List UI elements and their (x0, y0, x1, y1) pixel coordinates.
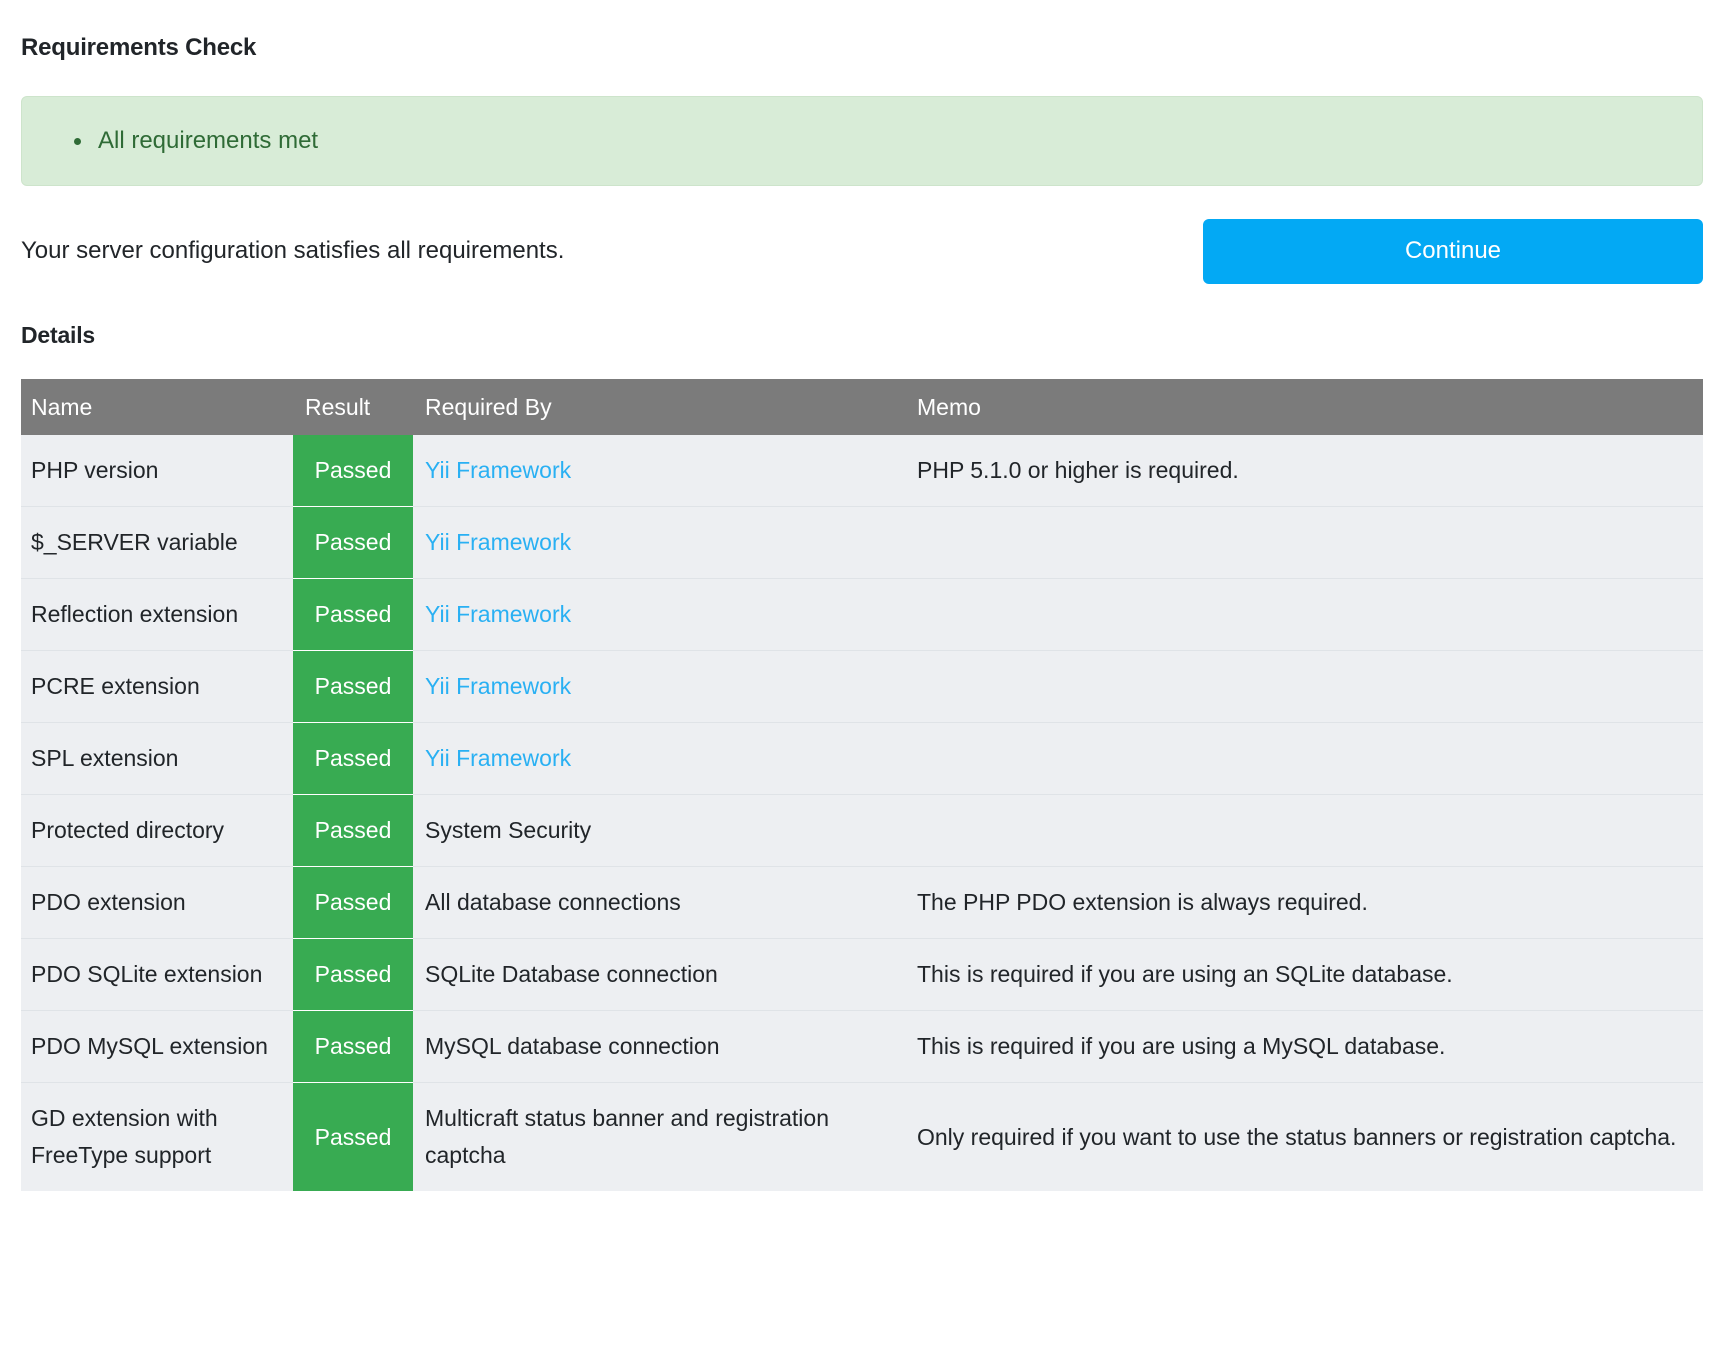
required-by-link[interactable]: Yii Framework (425, 745, 572, 771)
status-badge: Passed (314, 601, 392, 627)
summary-text: Your server configuration satisfies all … (21, 237, 565, 264)
column-header-name: Name (21, 379, 293, 435)
cell-result: Passed (293, 506, 413, 579)
cell-requirement-name: $_SERVER variable (21, 506, 293, 579)
required-by-link[interactable]: Yii Framework (425, 601, 572, 627)
status-badge: Passed (314, 1123, 392, 1150)
cell-result: Passed (293, 794, 413, 867)
cell-result: Passed (293, 1010, 413, 1083)
table-row: Protected directory Passed System Security (21, 794, 1703, 867)
alert-message-item: All requirements met (73, 127, 319, 154)
cell-required-by: Yii Framework (413, 650, 903, 723)
column-header-result: Result (293, 379, 413, 435)
required-by-link[interactable]: Yii Framework (425, 673, 572, 699)
table-row: PHP version Passed Yii Framework PHP 5.1.0 … (21, 435, 1703, 507)
status-badge: Passed (314, 529, 392, 555)
table-row: PDO MySQL extension Passed MySQL database … (21, 1010, 1703, 1083)
cell-memo (903, 794, 1703, 867)
required-by-link[interactable]: Yii Framework (425, 529, 572, 555)
cell-result: Passed (293, 435, 413, 507)
cell-requirement-name: PDO MySQL extension (21, 1010, 293, 1083)
cell-required-by: MySQL database connection (413, 1010, 903, 1083)
cell-result: Passed (293, 650, 413, 723)
cell-memo (903, 650, 1703, 723)
table-row: PDO SQLite extension Passed SQLite Databas… (21, 938, 1703, 1011)
cell-required-by: Yii Framework (413, 722, 903, 795)
column-header-memo: Memo (903, 379, 1703, 435)
status-badge: Passed (314, 817, 392, 843)
status-badge: Passed (314, 745, 392, 771)
table-row: PCRE extension Passed Yii Framework (21, 650, 1703, 723)
cell-requirement-name: GD extension with FreeType support (21, 1082, 293, 1191)
cell-memo: This is required if you are using a MySQ… (903, 1010, 1703, 1083)
table-row: GD extension with FreeType support Passed… (21, 1082, 1703, 1191)
continue-button[interactable]: Continue (1203, 218, 1703, 284)
cell-result: Passed (293, 722, 413, 795)
status-badge: Passed (314, 457, 392, 483)
cell-result: Passed (293, 1082, 413, 1191)
cell-memo: Only required if you want to use the sta… (903, 1082, 1703, 1191)
cell-result: Passed (293, 938, 413, 1011)
requirements-status-alert: All requirements met (21, 96, 1703, 186)
cell-requirement-name: Protected directory (21, 794, 293, 867)
cell-required-by: System Security (413, 794, 903, 867)
table-row: $_SERVER variable Passed Yii Framework (21, 506, 1703, 579)
cell-memo (903, 578, 1703, 651)
cell-memo: PHP 5.1.0 or higher is required. (903, 435, 1703, 507)
summary-row: Your server configuration satisfies all … (21, 216, 1703, 286)
cell-result: Passed (293, 866, 413, 939)
table-row: PDO extension Passed All database connecti… (21, 866, 1703, 939)
cell-memo: The PHP PDO extension is always required… (903, 866, 1703, 939)
status-badge: Passed (314, 1033, 392, 1059)
cell-required-by: Yii Framework (413, 578, 903, 651)
table-body: PHP version Passed Yii Framework PHP 5.1.0 … (21, 435, 1703, 1191)
cell-requirement-name: PDO SQLite extension (21, 938, 293, 1011)
status-badge: Passed (314, 961, 392, 987)
table-header-row: Name Result Required By Memo (21, 379, 1703, 435)
cell-requirement-name: Reflection extension (21, 578, 293, 651)
cell-memo: This is required if you are using an SQL… (903, 938, 1703, 1011)
details-section-title: Details (21, 322, 96, 348)
cell-requirement-name: PCRE extension (21, 650, 293, 723)
table-row: Reflection extension Passed Yii Framework (21, 578, 1703, 651)
table-header: Name Result Required By Memo (21, 379, 1703, 435)
requirements-check-page: Requirements Check All requirements met … (21, 34, 1703, 1191)
status-badge: Passed (314, 673, 392, 699)
alert-message-list: All requirements met (22, 126, 318, 156)
cell-requirement-name: PHP version (21, 435, 293, 507)
cell-required-by: Yii Framework (413, 506, 903, 579)
cell-required-by: Multicraft status banner and registratio… (413, 1082, 903, 1191)
cell-required-by: All database connections (413, 866, 903, 939)
required-by-link[interactable]: Yii Framework (425, 457, 572, 483)
cell-result: Passed (293, 578, 413, 651)
table-row: SPL extension Passed Yii Framework (21, 722, 1703, 795)
status-badge: Passed (314, 889, 392, 915)
page-title: Requirements Check (21, 34, 257, 61)
cell-required-by: Yii Framework (413, 435, 903, 507)
cell-requirement-name: PDO extension (21, 866, 293, 939)
column-header-required-by: Required By (413, 379, 903, 435)
cell-memo (903, 722, 1703, 795)
cell-required-by: SQLite Database connection (413, 938, 903, 1011)
cell-requirement-name: SPL extension (21, 722, 293, 795)
requirements-table: Name Result Required By Memo PHP version… (21, 379, 1703, 1191)
cell-memo (903, 506, 1703, 579)
